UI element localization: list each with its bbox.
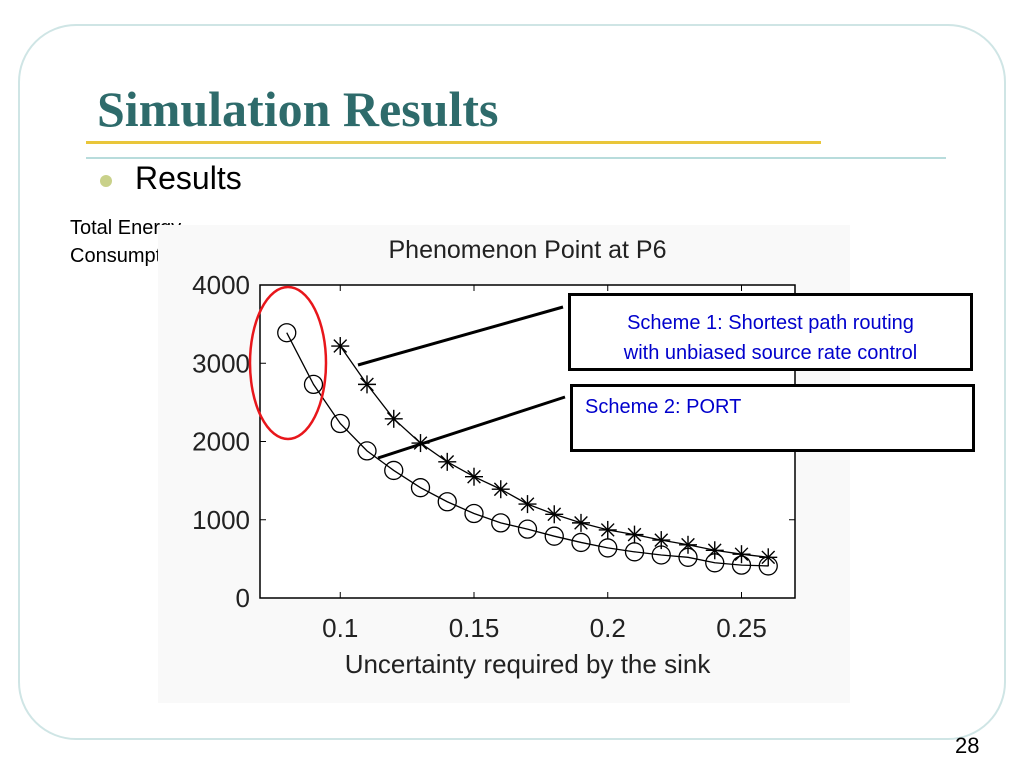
callout-scheme2-text: Scheme 2: PORT — [585, 396, 742, 418]
circle-marker — [731, 555, 752, 575]
callout-scheme1: Scheme 1: Shortest path routing with unb… — [568, 293, 973, 371]
y-tick-label: 1000 — [192, 505, 250, 535]
asterisk-stroke — [333, 339, 348, 353]
bullet-dot — [100, 175, 112, 187]
circle-marker — [571, 532, 591, 553]
circle-marker — [464, 503, 484, 524]
asterisk-stroke — [627, 527, 642, 542]
title-rule-teal — [86, 157, 946, 159]
asterisk-stroke — [600, 523, 615, 537]
circle-marker — [384, 460, 404, 481]
page-number: 28 — [955, 733, 980, 758]
circle-marker — [437, 492, 457, 512]
circle-marker — [624, 542, 645, 562]
circle-marker — [277, 323, 297, 343]
asterisk-marker — [598, 520, 617, 539]
x-tick-label: 0.15 — [449, 613, 500, 643]
y-tick-label: 4000 — [192, 270, 250, 300]
circle-marker — [598, 538, 618, 558]
y-tick-label: 3000 — [192, 348, 250, 378]
callout-scheme1-pointer — [357, 305, 564, 367]
asterisk-stroke — [734, 547, 749, 562]
circle-marker — [491, 513, 511, 533]
title-rule-gold — [86, 141, 821, 144]
asterisk-marker — [465, 467, 483, 486]
slide-title: Simulation Results — [97, 81, 499, 137]
x-tick-label: 0.1 — [322, 613, 358, 643]
asterisk-stroke — [547, 507, 562, 522]
callout-scheme2: Scheme 2: PORT — [570, 384, 975, 452]
asterisk-marker — [732, 545, 751, 564]
asterisk-stroke — [493, 482, 508, 497]
asterisk-stroke — [386, 411, 401, 426]
x-axis-label: Uncertainty required by the sink — [345, 649, 712, 679]
x-tick-label: 0.25 — [716, 613, 767, 643]
chart-title: Phenomenon Point at P6 — [389, 236, 667, 264]
y-axis-label-line1: Total Energy — [70, 217, 182, 239]
asterisk-marker — [438, 452, 457, 471]
circle-marker — [330, 413, 350, 434]
y-tick-label: 2000 — [192, 427, 250, 457]
circle-marker — [357, 441, 377, 461]
asterisk-marker — [358, 375, 376, 394]
asterisk-stroke — [520, 497, 535, 511]
circle-marker — [705, 553, 725, 573]
callout-scheme2-pointer — [377, 395, 566, 460]
circle-marker — [678, 547, 698, 567]
callout-scheme1-line2: with unbiased source rate control — [623, 342, 918, 364]
asterisk-marker — [518, 495, 537, 514]
y-tick-label: 0 — [236, 583, 250, 613]
asterisk-marker — [384, 409, 403, 428]
circle-marker — [410, 478, 431, 498]
asterisk-marker — [545, 505, 564, 524]
asterisk-stroke — [467, 469, 481, 484]
asterisk-stroke — [440, 454, 455, 469]
asterisk-marker — [572, 513, 590, 532]
circle-series-line — [286, 332, 769, 567]
x-tick-label: 0.2 — [590, 613, 626, 643]
circle-marker — [517, 519, 538, 539]
callout-scheme1-line1: Scheme 1: Shortest path routing — [627, 312, 914, 334]
circle-marker — [758, 556, 778, 576]
asterisk-stroke — [574, 516, 588, 530]
circle-marker — [651, 545, 671, 565]
bullet-results: Results — [135, 160, 242, 196]
asterisk-stroke — [654, 533, 669, 547]
asterisk-stroke — [360, 377, 374, 392]
asterisk-marker — [625, 525, 644, 544]
asterisk-marker — [491, 480, 510, 499]
highlight-ellipse — [248, 285, 328, 441]
circle-marker — [544, 526, 564, 546]
asterisk-marker — [331, 337, 350, 356]
circle-marker — [303, 374, 324, 395]
